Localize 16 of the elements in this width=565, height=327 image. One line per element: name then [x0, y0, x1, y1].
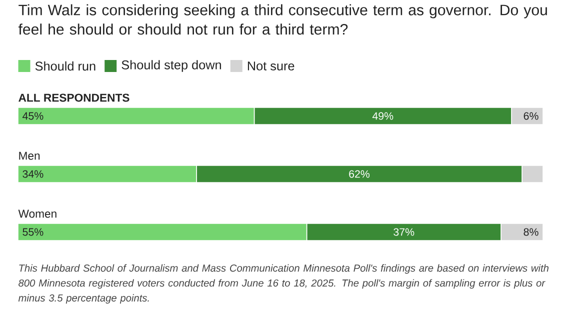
data-label: 8%: [524, 228, 538, 236]
data-label: 49%: [372, 112, 394, 120]
text: This Hubbard School of Journalism and Mass Communication Minnesota Poll's findings are based on interviews with 800 Minnesota registered voters conducted from June 16 to 18, 2025. The poll's margin of sampling error is plus or minus 3.5 percentage points.: [18, 264, 548, 304]
y-tick-label: ALL RESPONDENTS: [18, 94, 130, 102]
chart-title: Tim Walz is considering seeking a third consecutive term as governor. Do you feel he should or should not run for a third term?: [18, 4, 547, 35]
y-tick-label: Men: [19, 152, 40, 160]
data-label: 45%: [22, 112, 44, 120]
legend-label: Should run: [35, 61, 96, 71]
data-label: 62%: [349, 170, 370, 178]
data-label: 6%: [524, 112, 538, 120]
data-label: 37%: [394, 228, 414, 236]
y-tick-label: Women: [18, 210, 56, 218]
data-label: 34%: [22, 170, 44, 178]
legend-label: Not sure: [248, 62, 294, 70]
data-label: 55%: [22, 228, 44, 236]
legend-label: Should step down: [122, 60, 221, 72]
